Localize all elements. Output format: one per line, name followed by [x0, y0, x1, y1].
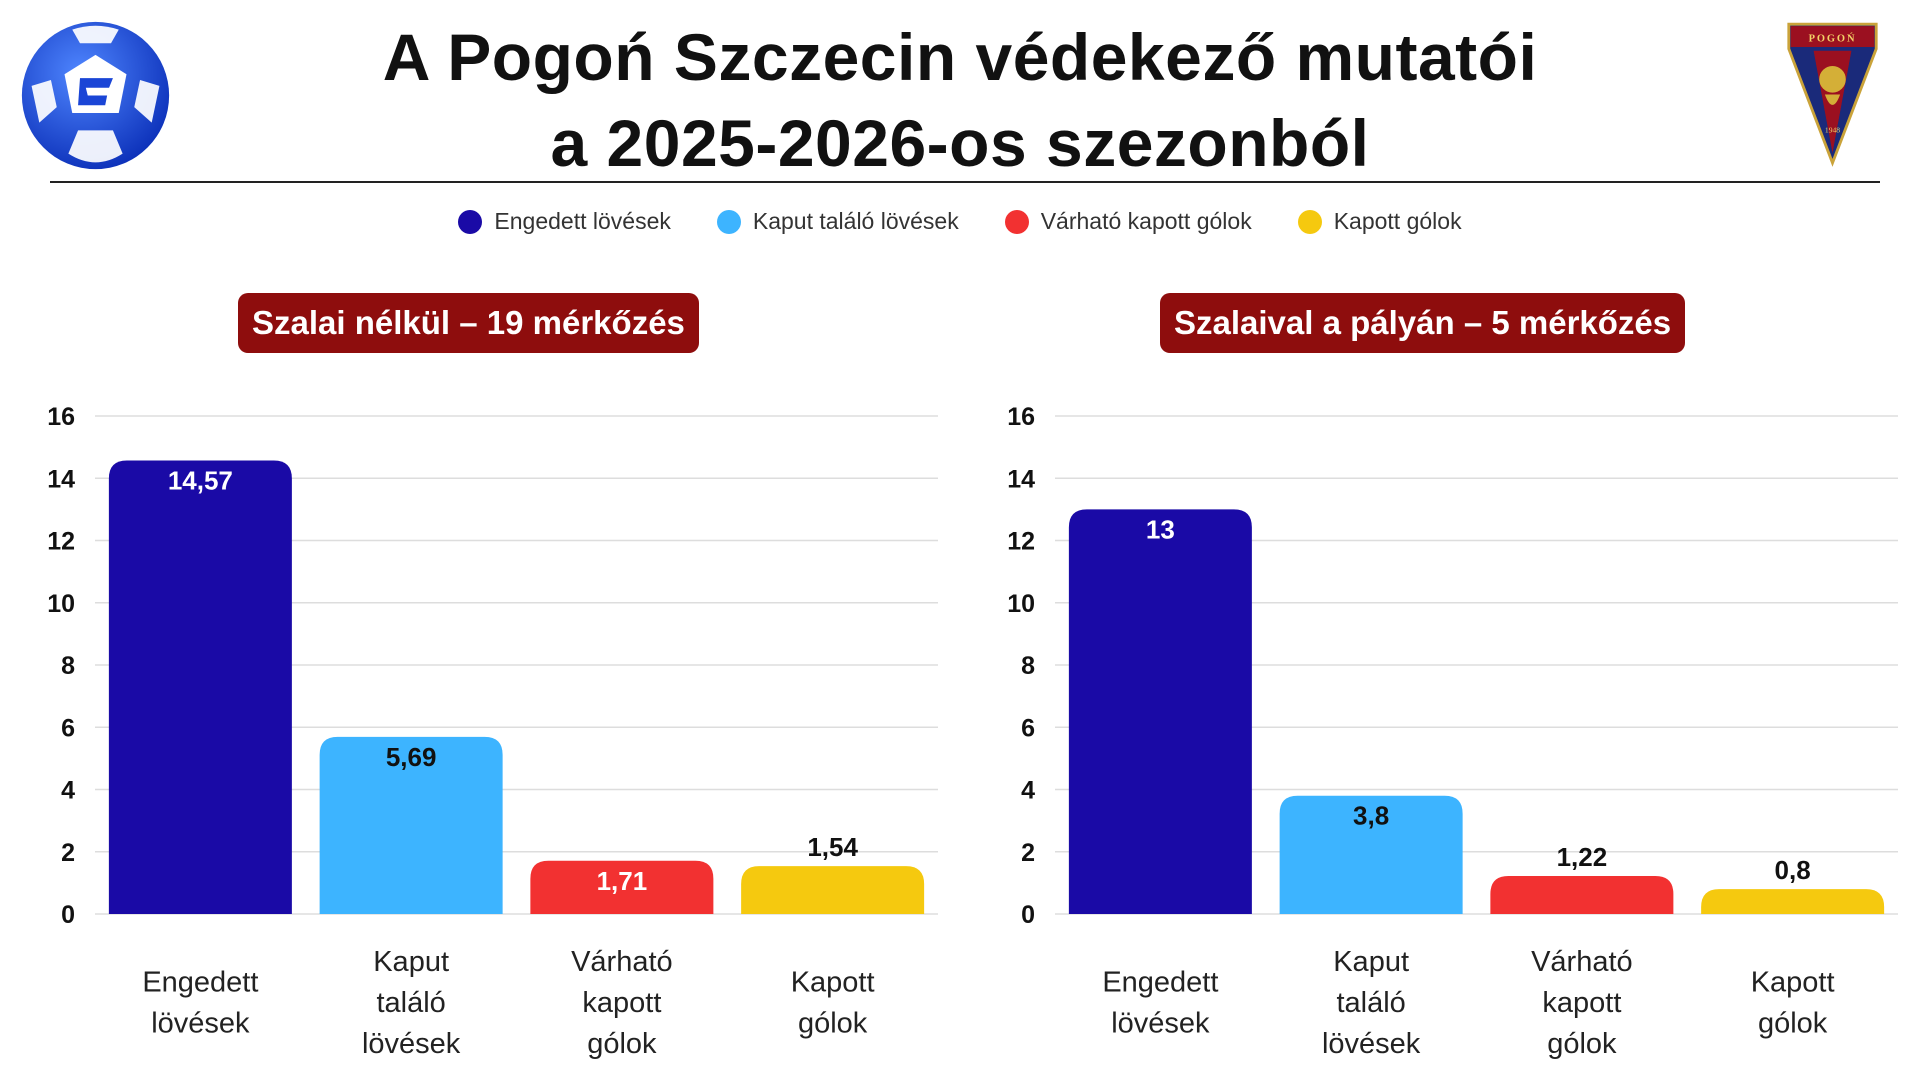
legend-label: Kapott gólok [1333, 208, 1462, 234]
x-category-label: Engedett lövések [142, 967, 258, 1040]
y-tick-label: 12 [1007, 528, 1035, 556]
legend-item: Kaput találó lövések [716, 208, 959, 235]
bar-value-label: 5,69 [386, 742, 437, 772]
x-category-label: Várható kapott gólok [1531, 946, 1633, 1060]
chart-legend: Engedett lövések Kaput találó lövések Várh… [0, 208, 1920, 235]
y-tick-label: 10 [47, 590, 75, 618]
legend-item: Kapott gólok [1297, 208, 1462, 235]
legend-swatch [1004, 209, 1029, 234]
y-tick-label: 16 [47, 403, 75, 431]
x-category-label: Kaput találó lövések [362, 946, 461, 1060]
x-category-label: Kapott gólok [1751, 967, 1835, 1040]
x-category-label: Engedett lövések [1102, 967, 1218, 1040]
chart-2-title-badge: Szalaival a pályán – 5 mérkőzés [1160, 293, 1686, 353]
bar [1279, 795, 1463, 914]
y-tick-label: 8 [61, 652, 75, 680]
page-title: A Pogoń Szczecin védekező mutatói a 2025… [240, 14, 1680, 186]
bar-value-label: 0,8 [1775, 855, 1811, 885]
bar-value-label: 3,8 [1353, 801, 1389, 831]
chart-2: 0 2 4 6 8 10 12 14 16 13 Engedett lövések 3,8 Kaput ta… [1007, 403, 1898, 1060]
legend-item: Engedett lövések [458, 208, 671, 235]
chart-1: 0 2 4 6 8 10 12 14 16 14,57 Engedett lövések 5,69 Kap… [47, 403, 938, 1060]
bar [1701, 889, 1885, 914]
legend-label: Kaput találó lövések [752, 208, 959, 234]
bar [741, 866, 925, 914]
bar [319, 736, 503, 914]
league-logo [21, 21, 170, 170]
legend-swatch [716, 209, 741, 234]
club-crest-logo: POGOŃ 1948 [1787, 22, 1878, 167]
y-tick-label: 2 [61, 839, 75, 867]
bar [530, 860, 714, 914]
y-tick-label: 6 [61, 714, 75, 742]
bar [1490, 876, 1674, 914]
title-line-2: a 2025-2026-os szezonból [550, 106, 1370, 180]
svg-text:POGOŃ: POGOŃ [1809, 32, 1857, 44]
legend-label: Engedett lövések [494, 208, 671, 234]
y-tick-label: 0 [61, 901, 75, 929]
svg-text:1948: 1948 [1825, 125, 1840, 134]
bar-value-label: 14,57 [168, 466, 233, 496]
chart-1-title-badge: Szalai nélkül – 19 mérkőzés [238, 293, 699, 353]
y-tick-label: 14 [47, 465, 75, 493]
y-tick-label: 4 [1021, 777, 1035, 805]
legend-item: Várható kapott gólok [1004, 208, 1252, 235]
y-tick-label: 16 [1007, 403, 1035, 431]
bar-value-label: 13 [1146, 514, 1175, 544]
title-line-1: A Pogoń Szczecin védekező mutatói [382, 20, 1538, 94]
legend-swatch [458, 209, 483, 234]
y-tick-label: 8 [1021, 652, 1035, 680]
bar-value-label: 1,54 [807, 832, 858, 862]
y-tick-label: 2 [1021, 839, 1035, 867]
y-tick-label: 6 [1021, 714, 1035, 742]
legend-label: Várható kapott gólok [1040, 208, 1252, 234]
bar [108, 460, 292, 914]
legend-swatch [1297, 209, 1322, 234]
x-category-label: Várható kapott gólok [571, 946, 673, 1060]
y-tick-label: 0 [1021, 901, 1035, 929]
bar [1068, 509, 1252, 914]
y-tick-label: 14 [1007, 465, 1035, 493]
y-tick-label: 4 [61, 777, 75, 805]
bar-value-label: 1,22 [1557, 842, 1608, 872]
bar-value-label: 1,71 [597, 866, 648, 896]
y-tick-label: 10 [1007, 590, 1035, 618]
title-divider [50, 181, 1880, 183]
x-category-label: Kaput találó lövések [1322, 946, 1421, 1060]
y-tick-label: 12 [47, 528, 75, 556]
x-category-label: Kapott gólok [791, 967, 875, 1040]
